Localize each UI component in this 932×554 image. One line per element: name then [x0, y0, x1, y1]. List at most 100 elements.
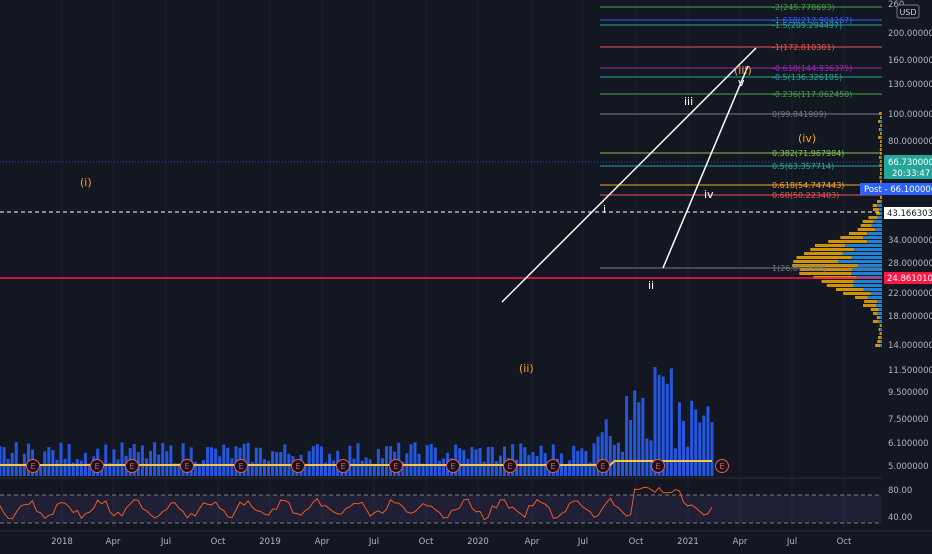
- profile-bar-down-316: [876, 316, 880, 319]
- profile-bar-down-224: [860, 224, 872, 227]
- price-tick-3: 130.000000: [888, 80, 932, 90]
- profile-bar-up-324: [881, 324, 882, 327]
- profile-bar-down-312: [873, 312, 878, 315]
- volume-bar-80: [323, 462, 327, 476]
- volume-bar-101: [409, 444, 413, 476]
- volume-bar-171: [694, 409, 698, 476]
- volume-bar-17: [67, 444, 71, 476]
- profile-bar-down-344: [875, 344, 881, 347]
- volume-bar-29: [116, 459, 120, 476]
- volume-bar-166: [673, 448, 677, 476]
- volume-bar-50: [201, 460, 205, 476]
- volume-bar-117: [474, 449, 478, 476]
- profile-bar-up-268: [852, 268, 882, 271]
- fib-label-8: 0.382(71.967984): [772, 149, 844, 158]
- currency-label: USD: [899, 8, 916, 17]
- volume-bar-18: [71, 462, 75, 476]
- last-price-text: 66.730000: [888, 158, 932, 168]
- rsi-line: [0, 486, 713, 521]
- volume-bar-121: [490, 446, 494, 476]
- profile-bar-up-144: [881, 144, 882, 147]
- profile-bar-up-132: [881, 132, 882, 135]
- profile-bar-down-124: [880, 124, 881, 127]
- volume-bar-30: [120, 442, 124, 476]
- profile-bar-up-312: [877, 312, 882, 315]
- lower-trend-line[interactable]: [662, 65, 749, 269]
- profile-bar-down-120: [878, 120, 881, 123]
- profile-bar-up-228: [874, 228, 882, 231]
- volume-bar-144: [584, 451, 588, 476]
- price-tick-7: 28.000000: [888, 259, 932, 269]
- volume-bar-86: [348, 445, 352, 476]
- earnings-marker-label-1: E: [94, 462, 99, 471]
- profile-bar-up-240: [867, 240, 882, 243]
- wave-labels: (i) (ii) (iii) (iv) i ii iii iv v: [80, 64, 816, 375]
- profile-bar-up-140: [881, 140, 882, 143]
- volume-bar-0: [0, 446, 2, 476]
- volume-bar-13: [51, 450, 55, 476]
- volume-bar-98: [397, 442, 401, 476]
- volume-bar-55: [222, 444, 226, 476]
- price-tick-2: 160.000000: [888, 56, 932, 66]
- earnings-marker-1: [90, 459, 104, 473]
- volume-bar-104: [421, 463, 425, 476]
- volume-bar-154: [625, 396, 629, 476]
- volume-bar-92: [372, 463, 376, 476]
- profile-bar-up-176: [880, 176, 882, 179]
- profile-bar-down-148: [879, 148, 882, 151]
- volume-bar-12: [47, 447, 51, 476]
- volume-bar-15: [59, 442, 63, 476]
- sub-wave-label-ii: ii: [648, 279, 654, 292]
- volume-bar-2: [6, 458, 10, 476]
- profile-bar-up-128: [880, 128, 882, 131]
- volume-bar-65: [262, 459, 266, 476]
- volume-bars: [0, 367, 714, 476]
- volume-bar-146: [592, 443, 596, 476]
- profile-bar-up-332: [881, 332, 882, 335]
- volume-bar-99: [401, 461, 405, 476]
- profile-bar-down-116: [880, 116, 882, 119]
- time-label-9: Apr: [525, 537, 540, 547]
- profile-bar-down-216: [868, 216, 878, 219]
- profile-bar-up-216: [877, 216, 882, 219]
- volume-bar-160: [649, 440, 653, 476]
- volume-bar-163: [661, 376, 665, 476]
- earnings-marker-6: [336, 459, 350, 473]
- volume-bar-139: [564, 463, 568, 476]
- upper-trend-line[interactable]: [501, 47, 757, 303]
- profile-bar-down-248: [810, 248, 855, 251]
- fib-label-0: -2(245.778693): [772, 3, 835, 12]
- volume-bar-69: [279, 451, 283, 476]
- volume-bar-36: [144, 458, 148, 476]
- profile-bar-down-252: [803, 252, 843, 255]
- profile-bar-up-200: [880, 200, 882, 203]
- price-axis[interactable]: 260 200.000000 160.000000 130.000000 100.000…: [888, 0, 932, 523]
- profile-bar-up-280: [853, 280, 882, 283]
- profile-bar-down-300: [864, 300, 878, 303]
- earnings-marker-label-9: E: [507, 462, 512, 471]
- volume-bar-27: [108, 462, 112, 476]
- price-tick-15: 5.000000: [888, 462, 929, 472]
- time-label-8: 2020: [467, 537, 489, 547]
- volume-bar-106: [429, 443, 433, 476]
- volume-bar-44: [177, 463, 181, 476]
- time-axis[interactable]: 2018 Apr Jul Oct 2019 Apr Jul Oct 2020 Apr Jul Oct 2…: [51, 537, 852, 547]
- earnings-marker-8: [446, 459, 460, 473]
- profile-bar-down-140: [880, 140, 882, 143]
- volume-bar-22: [88, 463, 92, 476]
- volume-bar-128: [519, 443, 523, 476]
- profile-bar-up-316: [879, 316, 882, 319]
- profile-bar-up-220: [873, 220, 882, 223]
- volume-bar-109: [441, 458, 445, 476]
- wave-label-i: (i): [80, 176, 92, 189]
- earnings-marker-label-3: E: [184, 462, 189, 471]
- volume-bar-113: [458, 448, 462, 476]
- profile-bar-up-328: [880, 328, 882, 331]
- earnings-marker-3: [180, 459, 194, 473]
- trend-lines[interactable]: [501, 47, 757, 303]
- profile-bar-up-168: [881, 168, 882, 171]
- volume-bar-19: [75, 459, 79, 476]
- volume-bar-91: [368, 459, 372, 476]
- profile-bar-up-208: [878, 208, 882, 211]
